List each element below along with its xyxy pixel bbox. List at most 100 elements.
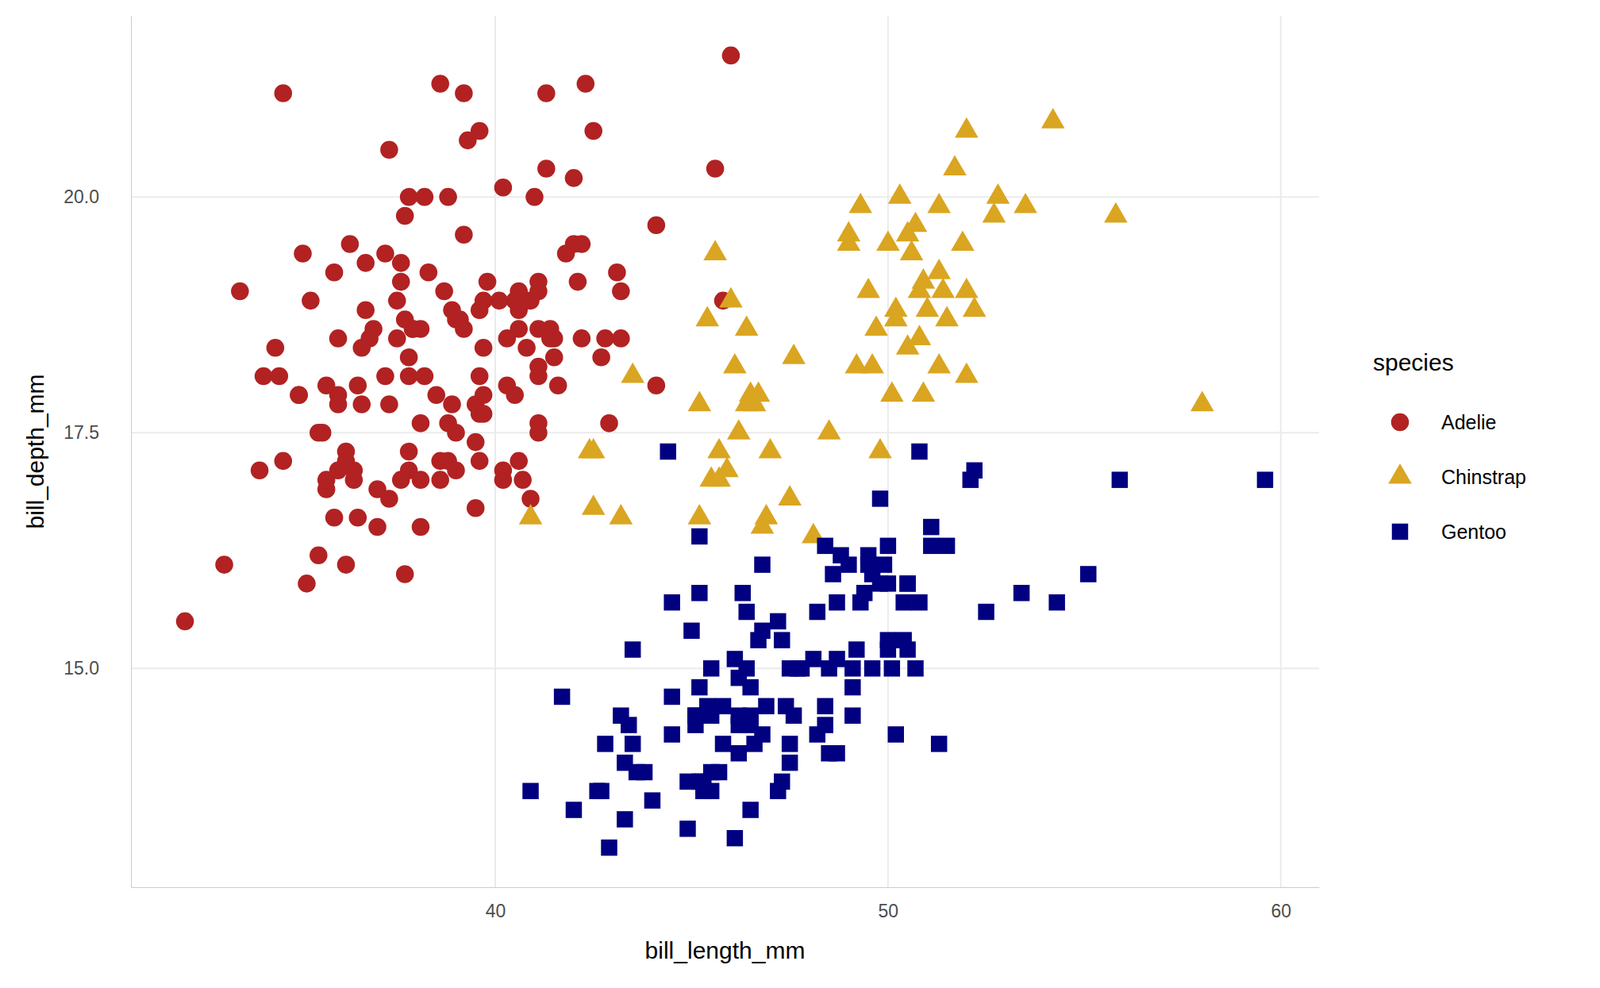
point bbox=[824, 565, 841, 582]
point bbox=[596, 329, 615, 348]
point bbox=[856, 277, 881, 299]
point bbox=[781, 754, 798, 771]
point bbox=[434, 282, 454, 301]
point bbox=[856, 584, 873, 601]
point bbox=[1080, 565, 1097, 582]
point bbox=[986, 183, 1011, 204]
point bbox=[573, 329, 592, 348]
point bbox=[691, 528, 708, 545]
point bbox=[329, 461, 348, 480]
grid bbox=[130, 15, 1320, 888]
point bbox=[403, 319, 423, 339]
point bbox=[734, 390, 759, 412]
point bbox=[820, 660, 837, 677]
point bbox=[753, 623, 770, 639]
point bbox=[620, 716, 637, 733]
plot-area: 40 50 60 15.0 17.5 20.0 bbox=[63, 15, 1320, 922]
point bbox=[341, 234, 360, 254]
point bbox=[505, 385, 524, 404]
point bbox=[687, 716, 704, 733]
point bbox=[325, 263, 344, 282]
point bbox=[454, 84, 474, 103]
x-axis-tick: 40 bbox=[485, 887, 507, 922]
point bbox=[273, 452, 293, 471]
point bbox=[930, 735, 947, 752]
point bbox=[1257, 471, 1274, 488]
point bbox=[438, 414, 458, 433]
point bbox=[888, 183, 912, 204]
point bbox=[624, 735, 641, 752]
point bbox=[977, 603, 994, 620]
point bbox=[738, 603, 754, 620]
point bbox=[644, 792, 661, 808]
x-axis-title: bill_length_mm bbox=[645, 937, 806, 964]
point bbox=[781, 735, 798, 752]
point bbox=[923, 519, 939, 535]
point bbox=[899, 575, 916, 592]
point bbox=[880, 538, 897, 554]
point bbox=[392, 273, 411, 292]
point bbox=[388, 292, 407, 311]
y-axis-tick-label: 17.5 bbox=[63, 422, 100, 443]
point bbox=[509, 452, 528, 471]
point bbox=[703, 239, 727, 261]
point bbox=[600, 839, 617, 856]
point bbox=[903, 211, 928, 233]
point bbox=[415, 367, 435, 386]
point bbox=[426, 385, 446, 404]
point bbox=[844, 707, 861, 724]
x-axis-tick-label: 60 bbox=[1270, 900, 1292, 922]
point bbox=[309, 546, 328, 565]
point bbox=[494, 461, 513, 480]
grid-line-y bbox=[130, 196, 1320, 198]
y-axis-tick: 20.0 bbox=[63, 186, 131, 208]
point bbox=[537, 159, 556, 178]
point bbox=[376, 367, 395, 386]
point bbox=[723, 353, 747, 374]
point bbox=[396, 565, 415, 584]
point bbox=[954, 362, 979, 384]
point bbox=[663, 688, 680, 705]
point bbox=[380, 489, 399, 508]
point bbox=[498, 329, 517, 348]
point bbox=[356, 253, 375, 273]
point bbox=[753, 726, 770, 743]
point bbox=[470, 367, 489, 386]
point bbox=[474, 338, 493, 358]
point bbox=[688, 390, 712, 412]
y-axis-tick-label: 15.0 bbox=[63, 657, 100, 679]
point bbox=[273, 84, 293, 103]
point bbox=[722, 46, 741, 66]
point bbox=[380, 140, 399, 159]
point bbox=[930, 277, 955, 299]
point bbox=[176, 612, 195, 631]
point bbox=[411, 414, 431, 433]
point bbox=[325, 508, 344, 527]
point bbox=[419, 263, 439, 282]
point bbox=[868, 438, 893, 459]
point bbox=[965, 462, 982, 479]
chart: 40 50 60 15.0 17.5 20.0 bill_length_mm bill_dep… bbox=[0, 0, 1600, 988]
point bbox=[517, 338, 536, 358]
point bbox=[872, 575, 889, 592]
y-axis-title: bill_depth_mm bbox=[22, 373, 49, 529]
point bbox=[376, 244, 395, 263]
point bbox=[454, 225, 474, 244]
point bbox=[907, 324, 932, 346]
point bbox=[254, 367, 274, 386]
point bbox=[549, 376, 568, 396]
point bbox=[860, 353, 885, 374]
point bbox=[620, 362, 645, 384]
point bbox=[616, 754, 633, 771]
x-axis-tick-label: 50 bbox=[878, 900, 900, 922]
point bbox=[828, 594, 845, 611]
point bbox=[703, 707, 720, 724]
point bbox=[688, 503, 712, 525]
point bbox=[349, 376, 368, 396]
legend-label: Adelie bbox=[1441, 411, 1497, 434]
point bbox=[519, 503, 543, 525]
point bbox=[329, 395, 348, 414]
point bbox=[1190, 390, 1215, 412]
point bbox=[313, 423, 332, 443]
point bbox=[215, 555, 234, 574]
